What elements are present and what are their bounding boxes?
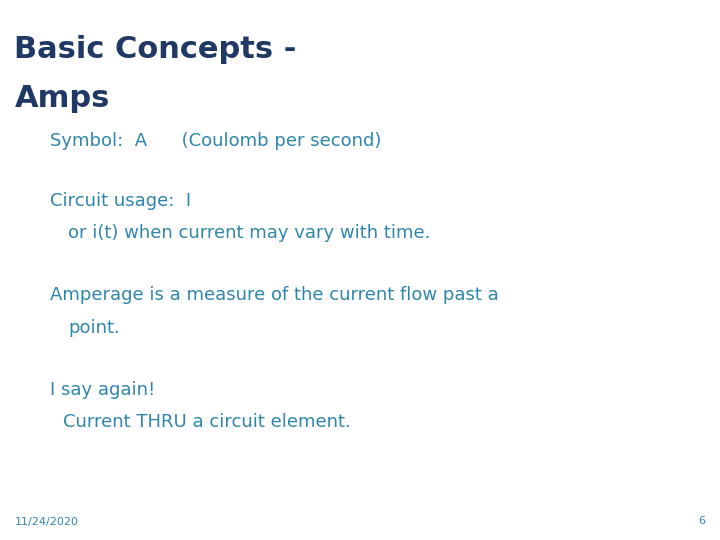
Text: 6: 6 bbox=[698, 516, 706, 526]
Text: Amperage is a measure of the current flow past a: Amperage is a measure of the current flo… bbox=[50, 286, 499, 304]
Text: I say again!: I say again! bbox=[50, 381, 156, 399]
Text: 11/24/2020: 11/24/2020 bbox=[14, 516, 78, 526]
Text: point.: point. bbox=[68, 319, 120, 336]
Text: Circuit usage:  I: Circuit usage: I bbox=[50, 192, 192, 210]
Text: or i(t) when current may vary with time.: or i(t) when current may vary with time. bbox=[68, 224, 431, 242]
Text: Current THRU a circuit element.: Current THRU a circuit element. bbox=[63, 413, 351, 431]
Text: Symbol:  A      (Coulomb per second): Symbol: A (Coulomb per second) bbox=[50, 132, 382, 150]
Text: Basic Concepts -: Basic Concepts - bbox=[14, 35, 297, 64]
Text: Amps: Amps bbox=[14, 84, 109, 113]
